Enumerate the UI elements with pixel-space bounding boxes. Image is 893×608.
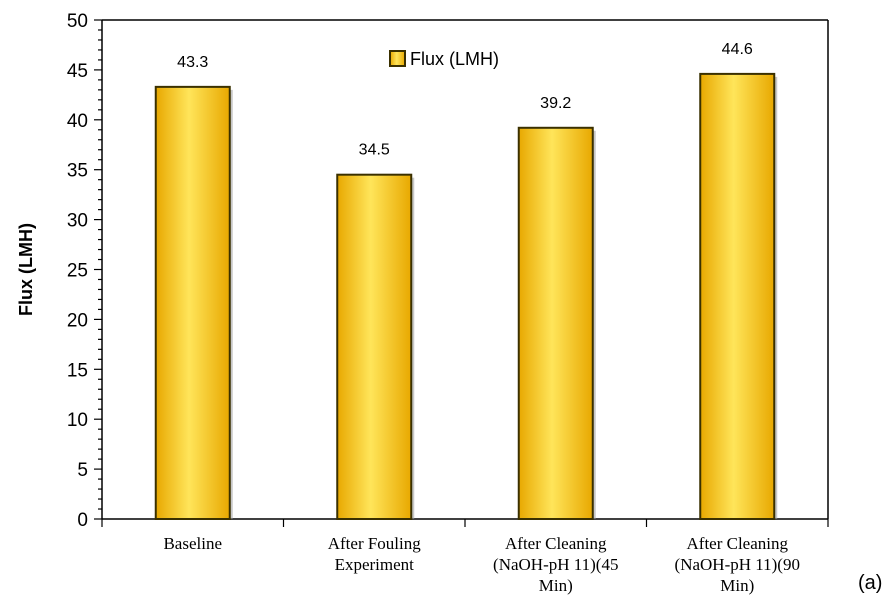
y-tick-label: 40 xyxy=(67,111,88,132)
y-tick-label: 15 xyxy=(67,360,88,381)
x-tick-label-line: (NaOH-pH 11)(90 xyxy=(675,555,800,574)
bar xyxy=(336,173,413,520)
bar xyxy=(154,85,231,520)
x-tick-label-line: (NaOH-pH 11)(45 xyxy=(493,555,618,574)
data-label: 44.6 xyxy=(722,41,753,58)
legend-label: Flux (LMH) xyxy=(410,49,499,69)
x-tick-label: Baseline xyxy=(163,534,222,553)
data-label: 34.5 xyxy=(359,142,390,159)
y-tick-label: 20 xyxy=(67,310,88,331)
y-tick-label: 50 xyxy=(67,11,88,32)
y-tick-label: 25 xyxy=(67,261,88,282)
x-tick-label-line: Experiment xyxy=(335,555,415,574)
panel-label: (a) xyxy=(858,572,882,594)
y-tick-label: 35 xyxy=(67,161,88,182)
bar xyxy=(699,72,776,520)
legend-swatch xyxy=(389,50,406,67)
y-tick-label: 30 xyxy=(67,211,88,232)
y-tick-label: 45 xyxy=(67,61,88,82)
data-label: 39.2 xyxy=(540,95,571,112)
x-tick-label-line: Min) xyxy=(720,576,754,595)
x-tick-label-line: After Cleaning xyxy=(687,534,789,553)
x-tick-label: After Cleaning (NaOH-pH 11)(90 Min) xyxy=(675,534,800,595)
x-tick-label-line: Baseline xyxy=(163,534,222,553)
x-tick-label: After Fouling Experiment xyxy=(328,534,422,574)
x-tick-label-line: Min) xyxy=(539,576,573,595)
y-tick-label: 0 xyxy=(77,510,88,531)
y-tick-label: 10 xyxy=(67,410,88,431)
data-label: 43.3 xyxy=(177,54,208,71)
y-tick-label: 5 xyxy=(77,460,88,481)
x-tick-label-line: After Fouling xyxy=(328,534,422,553)
y-axis-label: Flux (LMH) xyxy=(16,223,36,316)
x-tick-label-line: After Cleaning xyxy=(505,534,607,553)
bar xyxy=(517,126,594,520)
x-tick-label: After Cleaning (NaOH-pH 11)(45 Min) xyxy=(493,534,618,595)
